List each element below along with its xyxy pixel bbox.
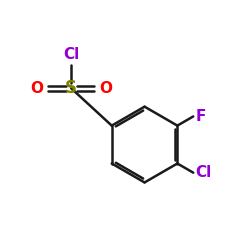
- Text: O: O: [99, 81, 112, 96]
- Text: O: O: [30, 81, 44, 96]
- Text: Cl: Cl: [195, 165, 212, 180]
- Text: Cl: Cl: [63, 47, 79, 62]
- Text: F: F: [195, 109, 205, 124]
- Text: S: S: [65, 79, 77, 97]
